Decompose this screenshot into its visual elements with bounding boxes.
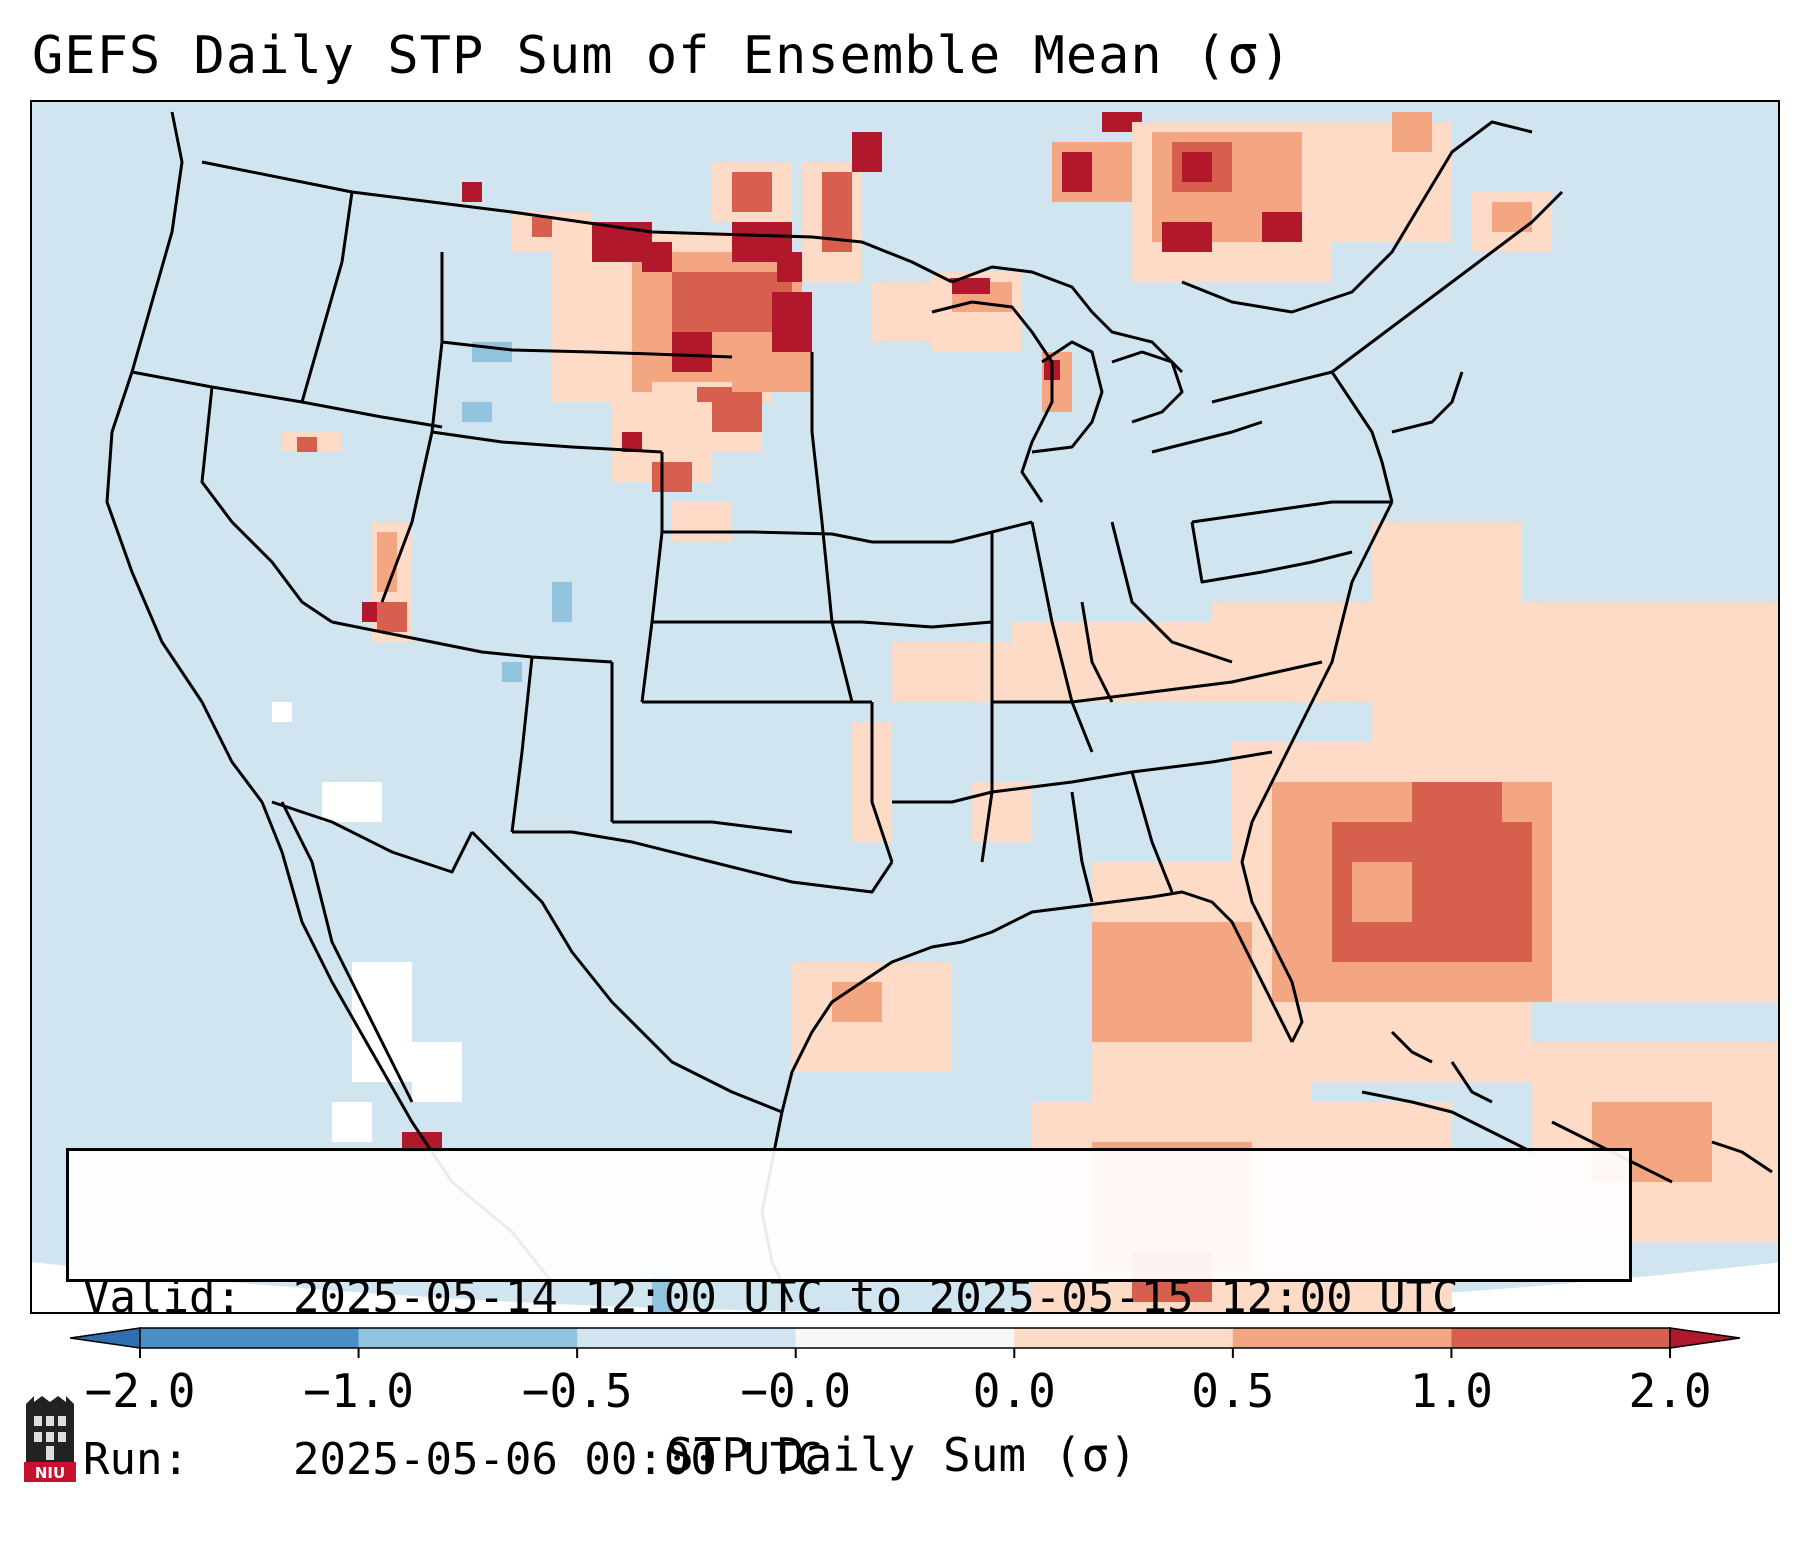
run-row: Run: 2025-05-06 00:00 UTC xyxy=(83,1433,1615,1487)
niu-logo: NIU xyxy=(24,1396,76,1482)
logo-text: NIU xyxy=(35,1464,65,1482)
colorbar-bin xyxy=(1451,1328,1671,1348)
colorbar-label: STP Daily Sum (σ) xyxy=(666,1428,1137,1482)
colorbar-bin xyxy=(1014,1328,1234,1348)
colorbar-frame xyxy=(139,1327,1671,1349)
valid-run-info-box: Valid: 2025-05-14 12:00 UTC to 2025-05-15… xyxy=(66,1148,1632,1485)
run-value: 2025-05-06 00:00 UTC xyxy=(293,1434,823,1485)
valid-row: Valid: 2025-05-14 12:00 UTC to 2025-05-15… xyxy=(83,1271,1615,1325)
colorbar-tick-label: 2.0 xyxy=(1628,1364,1712,1418)
colorbar-tick-label: −0.0 xyxy=(740,1364,852,1418)
colorbar-over-arrow xyxy=(1669,1327,1740,1349)
colorbar-bin xyxy=(358,1328,578,1348)
colorbar-bin xyxy=(140,1328,360,1348)
colorbar-tick-label: −2.0 xyxy=(84,1364,196,1418)
map-canvas xyxy=(32,102,1778,1312)
colorbar-tick-label: 0.5 xyxy=(1191,1364,1275,1418)
logo-tower xyxy=(26,1396,74,1462)
colorbar-tick-label: −1.0 xyxy=(303,1364,414,1418)
colorbar-bin xyxy=(795,1328,1015,1348)
chart-title: GEFS Daily STP Sum of Ensemble Mean (σ) xyxy=(32,26,1292,86)
anomaly-field xyxy=(272,112,1778,1312)
colorbar-under-arrow xyxy=(70,1327,141,1349)
colorbar-tick-label: −0.5 xyxy=(521,1364,633,1418)
colorbar-bin xyxy=(1232,1328,1452,1348)
colorbar-bin xyxy=(577,1328,797,1348)
map-panel xyxy=(30,100,1780,1314)
colorbar-tick-label: 1.0 xyxy=(1409,1364,1493,1418)
colorbar xyxy=(70,1327,1740,1358)
valid-value: 2025-05-14 12:00 UTC to 2025-05-15 12:00… xyxy=(293,1272,1459,1323)
boundaries xyxy=(105,111,1773,1303)
valid-label: Valid: xyxy=(83,1272,242,1323)
logo-band xyxy=(24,1462,76,1482)
run-label: Run: xyxy=(83,1434,189,1485)
projection-edge xyxy=(32,1262,1778,1312)
colorbar-tick-label: 0.0 xyxy=(972,1364,1056,1418)
